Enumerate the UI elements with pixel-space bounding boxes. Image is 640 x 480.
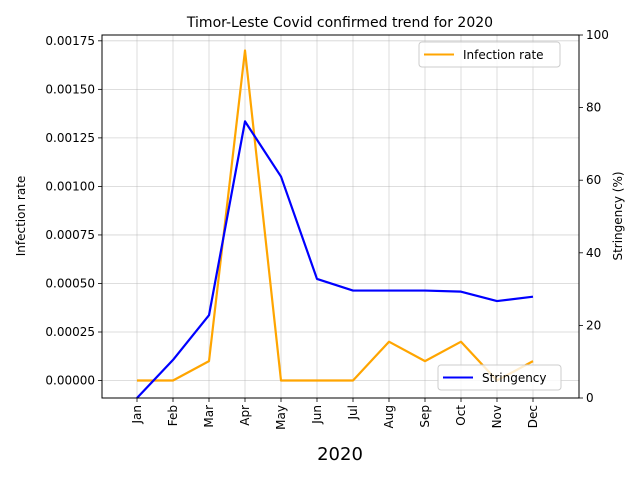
- x-axis-title: 2020: [317, 444, 363, 465]
- chart-title: Timor-Leste Covid confirmed trend for 20…: [186, 15, 493, 31]
- series-line-infection-rate: [137, 49, 534, 382]
- x-axis: Jan Feb Mar Apr May Jun Jul Aug Sep Oct Nov Dec: [130, 398, 540, 430]
- y-right-tick-label: 80: [586, 101, 601, 115]
- x-tick-label: Nov: [490, 405, 504, 428]
- y-left-tick-label: 0.00075: [45, 228, 95, 242]
- plot-frame: [101, 34, 580, 399]
- x-tick-label: Jan: [130, 405, 144, 425]
- x-tick-label: Jul: [346, 405, 360, 420]
- x-tick-label: Apr: [238, 405, 252, 426]
- x-tick-label: May: [274, 405, 288, 430]
- legend-stringency-label: Stringency: [482, 371, 547, 385]
- y-axis-right: 0 20 40 60 80 100: [579, 28, 609, 405]
- legend-stringency-box: [437, 364, 562, 391]
- y-right-tick-label: 100: [586, 28, 609, 42]
- x-tick-label: Sep: [418, 405, 432, 428]
- y-left-tick-label: 0.00000: [45, 374, 95, 388]
- legend-stringency: Stringency: [437, 364, 562, 391]
- x-tick-label: Mar: [202, 405, 216, 428]
- y-left-tick-label: 0.00050: [45, 276, 95, 290]
- y-axis-left-title: Infection rate: [14, 176, 28, 257]
- series-line-stringency: [136, 120, 534, 399]
- grid: [102, 35, 579, 398]
- x-tick-label: Aug: [382, 405, 396, 428]
- y-left-tick-label: 0.00125: [45, 131, 95, 145]
- legend-infection-box: [418, 41, 561, 68]
- x-tick-label: Dec: [526, 405, 540, 428]
- y-left-tick-label: 0.00025: [45, 325, 95, 339]
- y-right-tick-label: 40: [586, 246, 601, 260]
- y-right-tick-label: 60: [586, 173, 601, 187]
- x-tick-label: Jun: [310, 405, 324, 425]
- y-axis-right-title: Stringency (%): [611, 171, 625, 260]
- legend-infection-rate: Infection rate: [418, 41, 561, 68]
- y-right-tick-label: 20: [586, 318, 601, 332]
- y-left-tick-label: 0.00150: [45, 82, 95, 96]
- y-left-tick-label: 0.00175: [45, 34, 95, 48]
- x-tick-label: Oct: [454, 405, 468, 426]
- series-layer: [136, 49, 534, 399]
- y-right-tick-label: 0: [586, 391, 594, 405]
- legend-infection-label: Infection rate: [463, 48, 544, 62]
- x-tick-label: Feb: [166, 405, 180, 426]
- y-axis-left: 0.00000 0.00025 0.00050 0.00075 0.00100 0.001…: [45, 34, 102, 388]
- y-left-tick-label: 0.00100: [45, 179, 95, 193]
